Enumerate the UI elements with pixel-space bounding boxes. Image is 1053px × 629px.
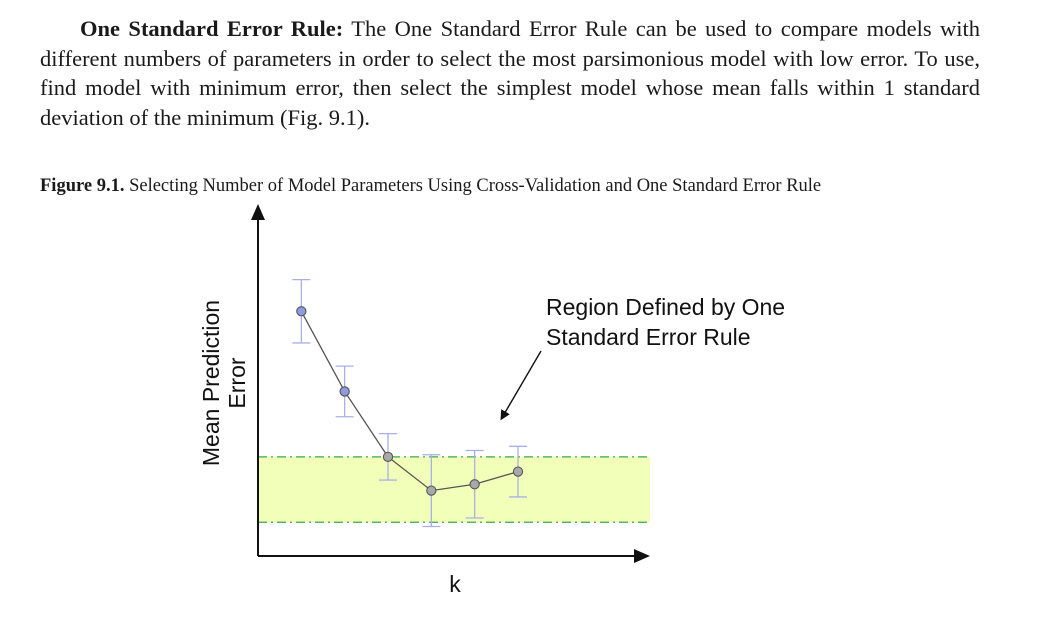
annotation-line2: Standard Error Rule bbox=[546, 324, 751, 350]
intro-paragraph: One Standard Error Rule: The One Standar… bbox=[40, 14, 980, 132]
series-line bbox=[300, 310, 519, 492]
figure-caption: Figure 9.1. Selecting Number of Model Pa… bbox=[40, 176, 1020, 197]
rule-heading: One Standard Error Rule: bbox=[80, 16, 344, 41]
data-points bbox=[296, 306, 524, 496]
data-point bbox=[339, 386, 350, 397]
one-se-region bbox=[258, 456, 650, 523]
error-bars bbox=[292, 278, 527, 528]
data-point bbox=[382, 451, 394, 462]
data-point bbox=[296, 306, 307, 317]
figure-caption-label: Figure 9.1. bbox=[40, 176, 125, 196]
data-point bbox=[426, 485, 437, 496]
x-axis-label: k bbox=[449, 571, 461, 597]
x-axis-arrow-icon bbox=[634, 549, 650, 563]
data-point bbox=[469, 479, 480, 490]
y-axis-label-line2: Error bbox=[224, 357, 250, 408]
annotation-line1: Region Defined by One bbox=[546, 294, 785, 320]
figure-caption-text: Selecting Number of Model Parameters Usi… bbox=[129, 176, 822, 196]
y-axis-label-line1: Mean Prediction bbox=[198, 300, 224, 466]
annotation-arrow-icon bbox=[500, 350, 542, 421]
y-axis-arrow-icon bbox=[251, 204, 265, 220]
y-axis-label: Mean Prediction Error bbox=[198, 300, 250, 466]
data-point bbox=[512, 466, 524, 477]
rule-body: The One Standard Error Rule can be used … bbox=[40, 16, 981, 130]
